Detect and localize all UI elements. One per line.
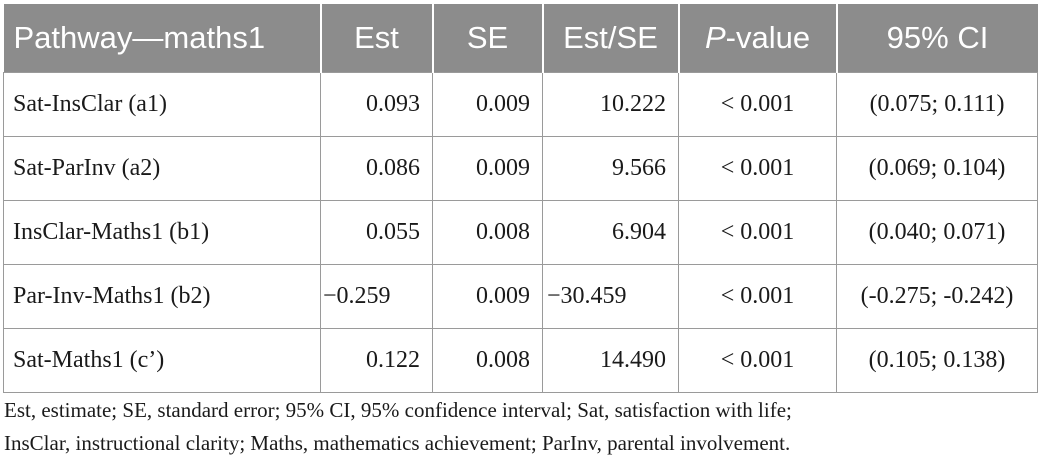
table-header: Pathway—maths1 Est SE Est/SE P-value 95%… (3, 4, 1038, 73)
header-p-italic: P (704, 20, 726, 55)
table-row: Sat-InsClar (a1) 0.093 0.009 10.222 < 0.… (3, 72, 1038, 137)
cell-p-value: < 0.001 (678, 328, 837, 393)
header-se: SE (432, 4, 544, 73)
mediation-table-container: Pathway—maths1 Est SE Est/SE P-value 95%… (3, 4, 1038, 393)
cell-pathway: Par-Inv-Maths1 (b2) (3, 264, 321, 329)
footnote-line-2: InsClar, instructional clarity; Maths, m… (4, 431, 791, 455)
header-est-se: Est/SE (542, 4, 680, 73)
cell-pathway: Sat-Maths1 (c’) (3, 328, 321, 393)
cell-p-value: < 0.001 (678, 72, 837, 137)
cell-est-se: 14.490 (542, 328, 679, 393)
cell-est-se: 10.222 (542, 72, 679, 137)
header-pathway: Pathway—maths1 (3, 4, 322, 73)
cell-se: 0.009 (432, 72, 543, 137)
header-ci: 95% CI (836, 4, 1038, 73)
cell-p-value: < 0.001 (678, 200, 837, 265)
cell-p-value: < 0.001 (678, 136, 837, 201)
header-p-rest: -value (725, 20, 811, 55)
cell-ci: (0.069; 0.104) (836, 136, 1038, 201)
header-row: Pathway—maths1 Est SE Est/SE P-value 95%… (3, 4, 1038, 73)
cell-ci: (0.105; 0.138) (836, 328, 1038, 393)
table-body: Sat-InsClar (a1) 0.093 0.009 10.222 < 0.… (3, 72, 1038, 393)
cell-pathway: InsClar-Maths1 (b1) (3, 200, 321, 265)
cell-ci: (0.040; 0.071) (836, 200, 1038, 265)
cell-ci: (0.075; 0.111) (836, 72, 1038, 137)
cell-se: 0.009 (432, 264, 543, 329)
cell-est-se: −30.459 (542, 264, 679, 329)
cell-se: 0.009 (432, 136, 543, 201)
table-row: Sat-Maths1 (c’) 0.122 0.008 14.490 < 0.0… (3, 328, 1038, 393)
cell-est: 0.122 (320, 328, 433, 393)
cell-est-se: 6.904 (542, 200, 679, 265)
table-footnote: Est, estimate; SE, standard error; 95% C… (4, 394, 1038, 460)
footnote-line-1: Est, estimate; SE, standard error; 95% C… (4, 398, 792, 422)
cell-est: −0.259 (320, 264, 433, 329)
cell-p-value: < 0.001 (678, 264, 837, 329)
cell-est: 0.055 (320, 200, 433, 265)
header-p-value: P-value (678, 4, 838, 73)
cell-est: 0.093 (320, 72, 433, 137)
mediation-results-table: Pathway—maths1 Est SE Est/SE P-value 95%… (3, 4, 1038, 393)
cell-pathway: Sat-ParInv (a2) (3, 136, 321, 201)
table-row: Sat-ParInv (a2) 0.086 0.009 9.566 < 0.00… (3, 136, 1038, 201)
cell-est: 0.086 (320, 136, 433, 201)
cell-pathway: Sat-InsClar (a1) (3, 72, 321, 137)
table-row: InsClar-Maths1 (b1) 0.055 0.008 6.904 < … (3, 200, 1038, 265)
cell-se: 0.008 (432, 328, 543, 393)
cell-est-se: 9.566 (542, 136, 679, 201)
cell-se: 0.008 (432, 200, 543, 265)
header-est: Est (320, 4, 434, 73)
cell-ci: (-0.275; -0.242) (836, 264, 1038, 329)
table-row: Par-Inv-Maths1 (b2) −0.259 0.009 −30.459… (3, 264, 1038, 329)
